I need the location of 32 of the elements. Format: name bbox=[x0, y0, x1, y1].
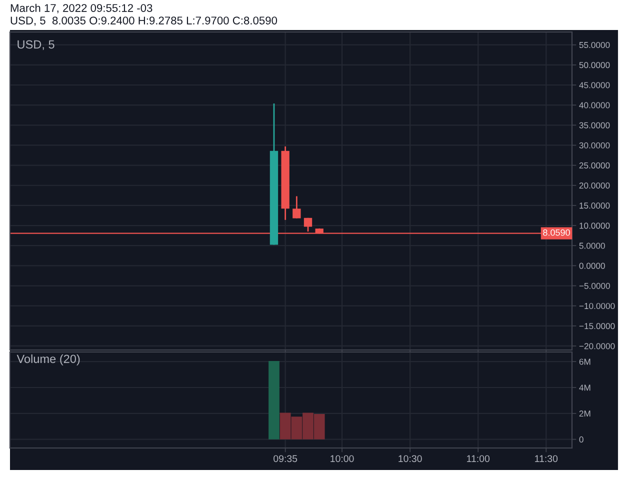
y-tick-label: 5.0000 bbox=[579, 242, 605, 249]
y-tick-label: 2M bbox=[579, 410, 590, 417]
y-tick-label: 55.0000 bbox=[579, 42, 610, 48]
y-tick-label: 30.0000 bbox=[579, 142, 610, 148]
y-tick-label: −5.0000 bbox=[579, 282, 610, 289]
text: March 17, 2022 09:55:12 -03 bbox=[10, 4, 152, 14]
y-tick-label: 0.0000 bbox=[579, 262, 605, 269]
bar bbox=[268, 360, 280, 440]
y-tick-label: 10.0000 bbox=[580, 222, 610, 229]
y-tick-label: 20.0000 bbox=[579, 182, 610, 189]
y-tick-label: 6M bbox=[579, 358, 590, 365]
x-tick-label: 10:00 bbox=[330, 455, 354, 462]
y-tick-label: 25.0000 bbox=[579, 162, 610, 169]
text: USD, 5 bbox=[18, 40, 54, 50]
chart-title: Volume (20) bbox=[16, 354, 80, 366]
x-tick-label: 11:30 bbox=[535, 455, 558, 462]
y-tick-label: −20.0000 bbox=[579, 343, 615, 350]
y-tick-label: 0 bbox=[579, 436, 584, 443]
y-tick-label: 4M bbox=[579, 384, 590, 391]
y-tick-label: −10.0000 bbox=[579, 302, 615, 310]
x-tick-label: 09:35 bbox=[274, 455, 298, 462]
ref-line-label: 8.0590 bbox=[543, 229, 570, 236]
y-tick-label: 35.0000 bbox=[579, 122, 610, 128]
y-tick-label: 40.0000 bbox=[579, 102, 610, 108]
candlestick bbox=[292, 196, 301, 219]
x-tick-label: 10:30 bbox=[398, 455, 422, 462]
y-tick-label: 50.0000 bbox=[579, 62, 610, 68]
x-tick-label: 11:00 bbox=[467, 455, 490, 462]
text: USD, 5 8.0035 O:9.2400 H:9.2785 L:7.9700 C:8.0590 bbox=[10, 16, 278, 26]
y-tick-label: 45.0000 bbox=[579, 82, 610, 88]
y-tick-label: 15.0000 bbox=[580, 202, 610, 209]
y-tick-label: −15.0000 bbox=[579, 323, 615, 330]
